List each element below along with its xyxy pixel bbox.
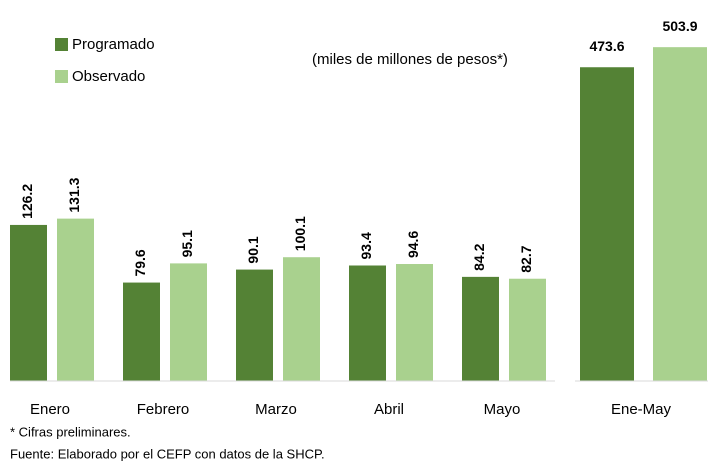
value-label: 82.7: [518, 245, 534, 272]
legend-label: Programado: [72, 36, 155, 53]
bar: [10, 224, 47, 381]
footnote: * Cifras preliminares.: [10, 424, 131, 439]
x-tick-label: Marzo: [255, 401, 297, 418]
x-tick-label: Ene-May: [611, 401, 672, 418]
value-label: 100.1: [292, 216, 308, 251]
bar: [396, 264, 433, 381]
value-label: 95.1: [179, 230, 195, 257]
value-label: 84.2: [471, 243, 487, 270]
bar: [236, 269, 273, 381]
value-label: 473.6: [589, 38, 624, 54]
legend-swatch: [55, 38, 68, 51]
value-label: 126.2: [19, 184, 35, 219]
x-tick-label: Enero: [30, 401, 70, 418]
x-tick-label: Febrero: [137, 401, 190, 418]
bar: [349, 265, 386, 381]
bar: [57, 218, 94, 381]
x-tick-label: Mayo: [484, 401, 521, 418]
bar: [509, 278, 546, 381]
legend-swatch: [55, 70, 68, 83]
value-label: 90.1: [245, 236, 261, 263]
value-label: 94.6: [405, 231, 421, 258]
bar: [653, 47, 707, 381]
legend-label: Observado: [72, 68, 145, 85]
x-tick-label: Abril: [374, 401, 404, 418]
value-label: 131.3: [66, 177, 82, 212]
bar: [170, 263, 207, 381]
subtitle: (miles de millones de pesos*): [312, 51, 508, 68]
value-label: 503.9: [662, 18, 697, 34]
bar: [462, 276, 499, 381]
bar: [283, 257, 320, 381]
bar: [123, 282, 160, 381]
bar: [580, 67, 634, 382]
value-label: 79.6: [132, 249, 148, 276]
source-note: Fuente: Elaborado por el CEFP con datos …: [10, 446, 325, 461]
value-label: 93.4: [358, 232, 374, 259]
